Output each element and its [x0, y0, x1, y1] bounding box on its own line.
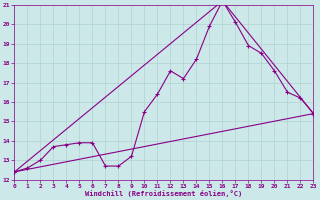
- X-axis label: Windchill (Refroidissement éolien,°C): Windchill (Refroidissement éolien,°C): [85, 190, 243, 197]
